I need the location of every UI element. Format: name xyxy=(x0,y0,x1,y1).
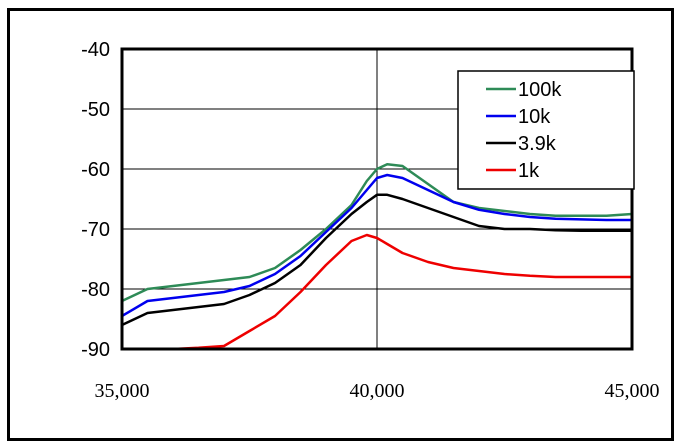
series-line-100k xyxy=(121,162,633,303)
series-line-10k xyxy=(121,173,632,318)
y-tick-label: -50 xyxy=(81,99,110,121)
series-lines xyxy=(121,162,633,351)
y-tick-label: -70 xyxy=(81,219,110,241)
x-tick-label: 40,000 xyxy=(350,380,405,402)
series-line-1k xyxy=(122,233,632,351)
y-tick-label: -60 xyxy=(81,159,110,181)
y-tick-label: -40 xyxy=(81,39,110,61)
x-tick-label: 35,000 xyxy=(95,380,150,402)
legend-label: 3.9k xyxy=(518,133,557,155)
legend: 100k 10k 3.9k 1k xyxy=(457,70,635,190)
legend-label: 1k xyxy=(518,160,540,182)
legend-label: 100k xyxy=(518,79,562,101)
x-axis-ticks: 35,000 40,000 45,000 xyxy=(95,380,660,402)
y-tick-label: -90 xyxy=(81,339,110,361)
line-chart: -40 -50 -60 -70 -80 -90 35,000 40,000 45,000 10… xyxy=(81,39,660,402)
legend-label: 10k xyxy=(518,106,551,128)
series-line-3-9k xyxy=(121,193,632,327)
y-axis-ticks: -40 -50 -60 -70 -80 -90 xyxy=(81,39,110,361)
y-tick-label: -80 xyxy=(81,279,110,301)
chart-frame: -40 -50 -60 -70 -80 -90 35,000 40,000 45,000 10… xyxy=(7,8,674,441)
x-tick-label: 45,000 xyxy=(605,380,660,402)
plot-area-border xyxy=(120,47,634,351)
